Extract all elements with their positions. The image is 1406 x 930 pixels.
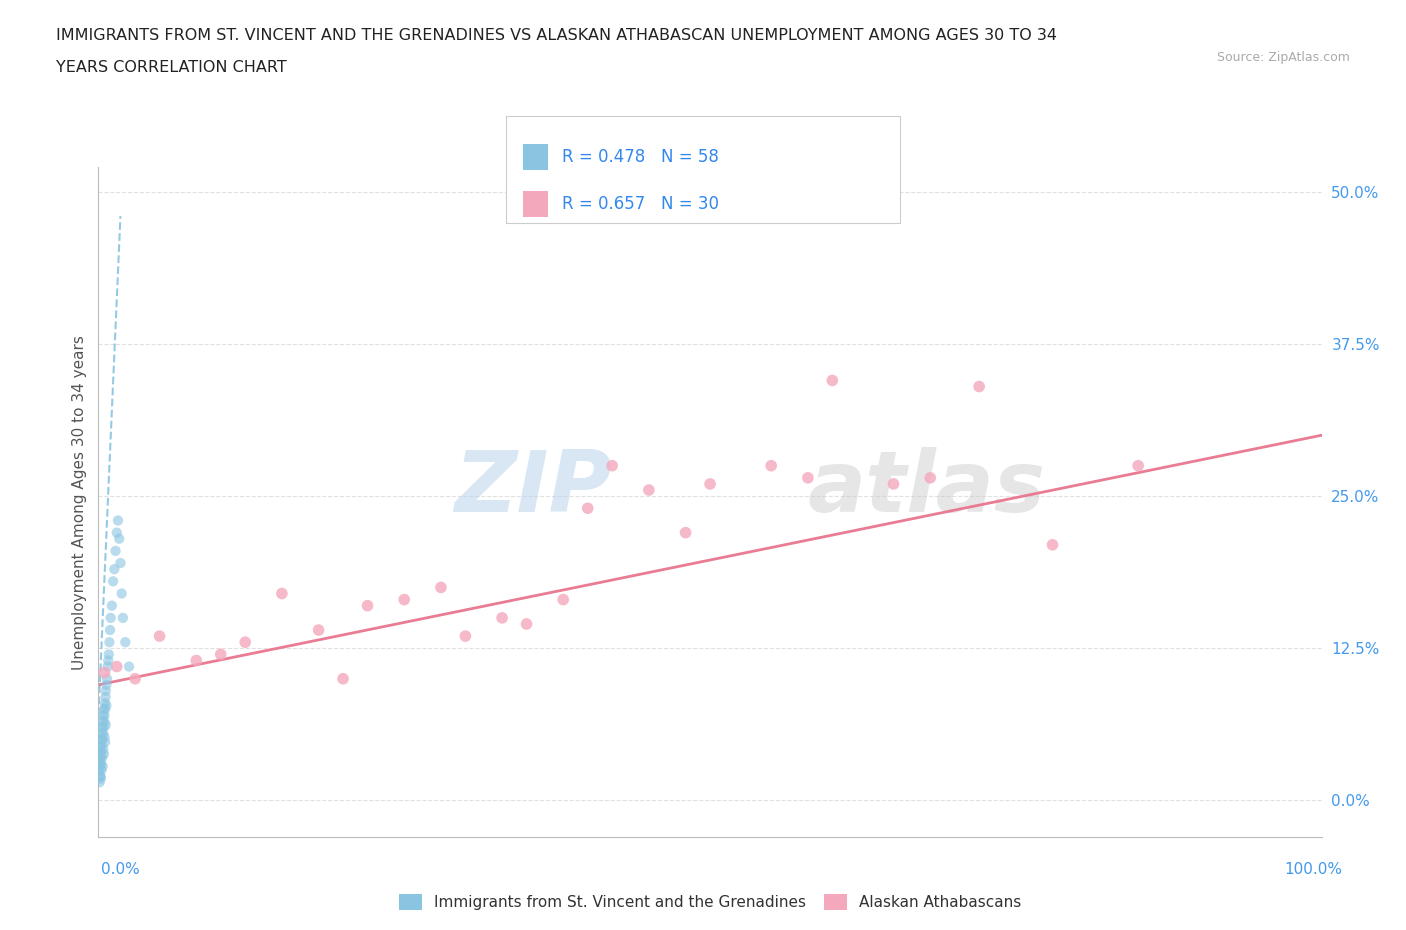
Point [103, 562, 125, 577]
Point [91, 759, 114, 774]
Point [98, 622, 121, 637]
Point [118, 659, 141, 674]
Point [94, 735, 117, 750]
Point [91, 732, 114, 747]
Point [94, 684, 117, 698]
Point [576, 501, 599, 516]
Point [87, 756, 110, 771]
Text: YEARS CORRELATION CHART: YEARS CORRELATION CHART [56, 60, 287, 75]
Point [883, 476, 905, 491]
Point [392, 592, 416, 607]
Point [94, 702, 117, 717]
Point [270, 586, 294, 601]
Point [90, 732, 112, 747]
Text: IMMIGRANTS FROM ST. VINCENT AND THE GRENADINES VS ALASKAN ATHABASCAN UNEMPLOYMEN: IMMIGRANTS FROM ST. VINCENT AND THE GREN… [56, 28, 1057, 43]
Text: R = 0.478   N = 58: R = 0.478 N = 58 [562, 148, 720, 166]
Point [920, 471, 942, 485]
Point [93, 665, 115, 680]
Point [91, 742, 114, 757]
Point [90, 771, 112, 786]
Point [93, 747, 115, 762]
Point [101, 598, 124, 613]
Point [124, 671, 146, 686]
Point [91, 726, 114, 741]
Point [91, 714, 114, 729]
Point [90, 738, 112, 753]
Point [1042, 538, 1064, 552]
Point [454, 629, 477, 644]
Point [1128, 458, 1150, 473]
Legend: Immigrants from St. Vincent and the Grenadines, Alaskan Athabascans: Immigrants from St. Vincent and the Gren… [392, 888, 1028, 916]
Point [553, 592, 575, 607]
Point [110, 555, 132, 570]
Point [149, 629, 172, 644]
Point [90, 744, 112, 759]
Point [111, 610, 134, 625]
Point [91, 708, 114, 723]
Point [89, 751, 111, 765]
Point [89, 769, 111, 784]
Point [97, 653, 120, 668]
Point [89, 775, 111, 790]
Point [797, 471, 820, 485]
Point [94, 689, 117, 704]
Point [699, 476, 721, 491]
Point [90, 726, 112, 741]
Point [91, 751, 114, 765]
Point [209, 647, 232, 662]
Point [516, 617, 538, 631]
Point [600, 458, 623, 473]
Text: 0.0%: 0.0% [101, 862, 141, 877]
Point [90, 763, 112, 777]
Point [332, 671, 354, 686]
Point [761, 458, 783, 473]
Point [111, 586, 134, 601]
Point [114, 635, 136, 650]
Point [93, 702, 115, 717]
Point [89, 744, 111, 759]
Point [491, 610, 513, 625]
Point [356, 598, 378, 613]
Point [675, 525, 697, 540]
Text: ZIP: ZIP [454, 447, 612, 530]
Text: R = 0.657   N = 30: R = 0.657 N = 30 [562, 195, 720, 213]
Point [96, 671, 118, 686]
Point [96, 698, 118, 713]
Point [89, 738, 111, 753]
Point [98, 635, 121, 650]
Point [89, 769, 111, 784]
Point [108, 531, 131, 546]
Point [967, 379, 990, 394]
Point [89, 763, 111, 777]
Point [94, 718, 117, 733]
Point [105, 659, 128, 674]
Point [233, 635, 256, 650]
Point [96, 677, 118, 692]
Text: 100.0%: 100.0% [1285, 862, 1343, 877]
Point [104, 543, 127, 558]
Point [94, 696, 117, 711]
Point [821, 373, 844, 388]
Point [105, 525, 128, 540]
Point [186, 653, 208, 668]
Point [93, 730, 115, 745]
Point [107, 513, 129, 528]
Y-axis label: Unemployment Among Ages 30 to 34 years: Unemployment Among Ages 30 to 34 years [72, 335, 87, 670]
Point [97, 659, 120, 674]
Point [100, 610, 122, 625]
Point [91, 720, 114, 735]
Point [93, 720, 115, 735]
Point [93, 714, 115, 729]
Point [101, 574, 124, 589]
Point [93, 708, 115, 723]
Point [90, 756, 112, 771]
Point [89, 756, 111, 771]
Point [637, 483, 661, 498]
Point [97, 647, 120, 662]
Text: Source: ZipAtlas.com: Source: ZipAtlas.com [1216, 51, 1350, 64]
Text: atlas: atlas [808, 447, 1046, 530]
Point [430, 580, 453, 595]
Point [89, 751, 111, 765]
Point [308, 622, 330, 637]
